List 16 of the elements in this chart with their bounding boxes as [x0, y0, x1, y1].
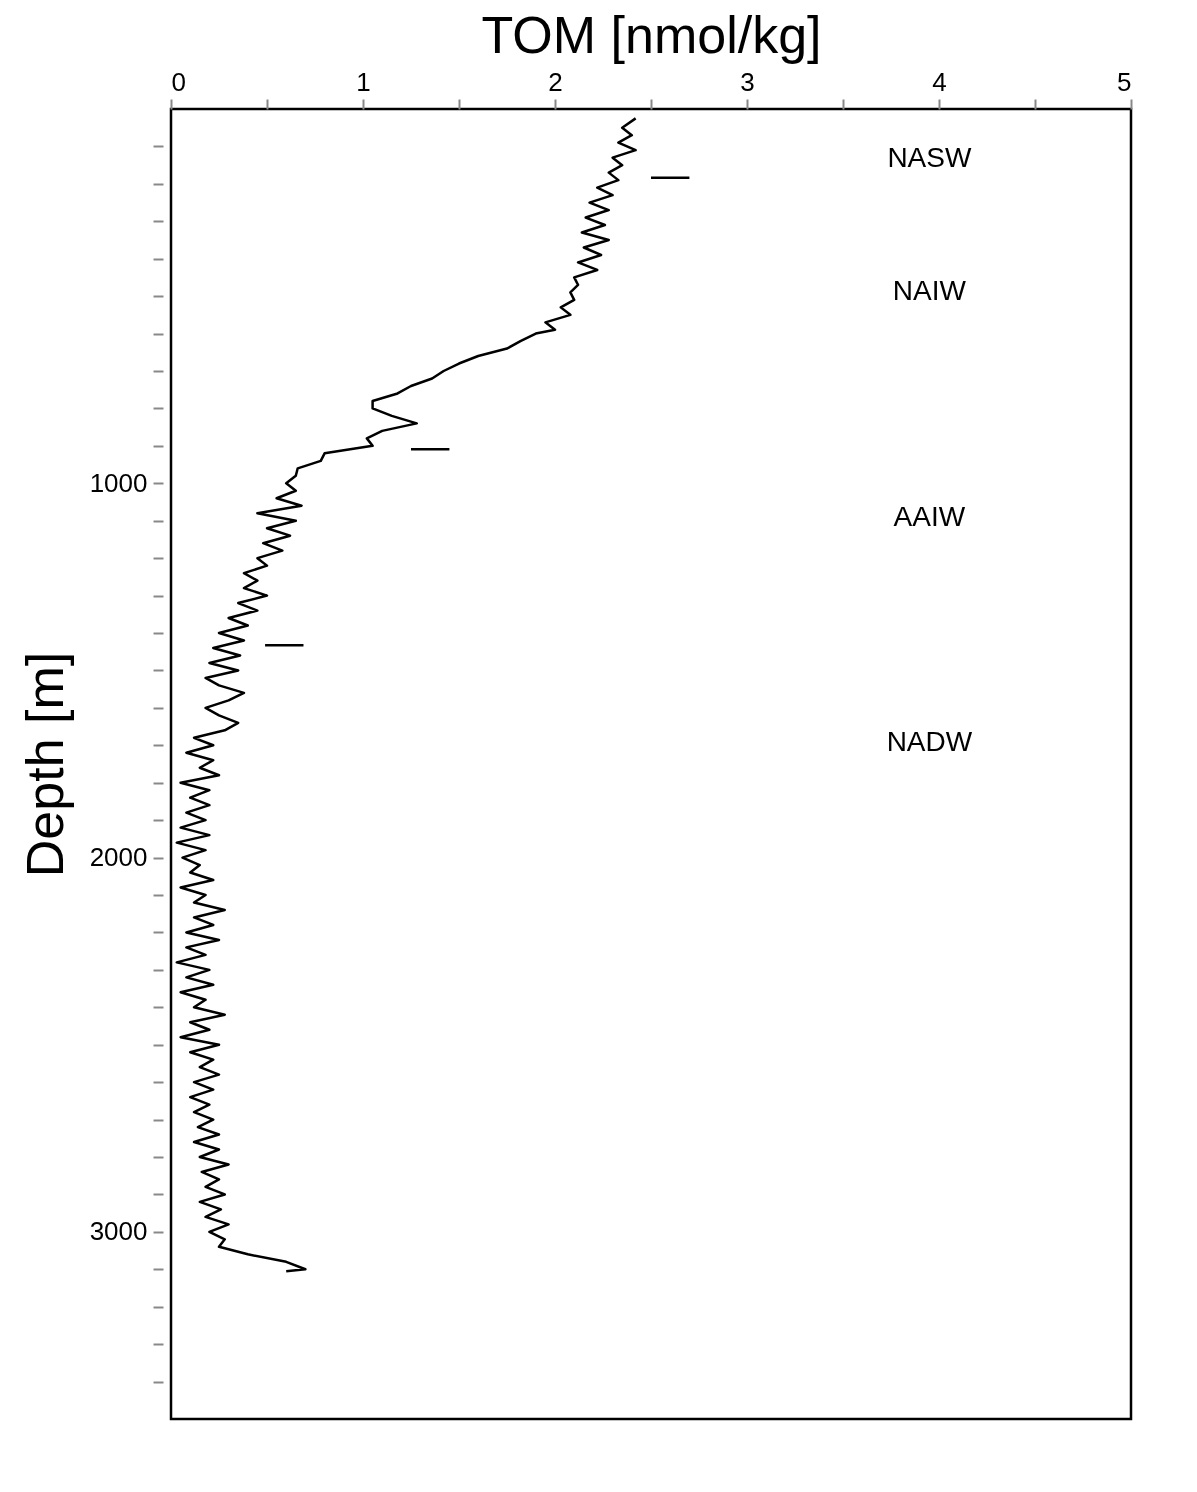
annotation: NAIW [892, 275, 967, 307]
annotation: NASW [887, 141, 972, 173]
x-tick-label: 1 [356, 66, 371, 97]
y-tick-label: 1000 [89, 467, 148, 498]
x-tick-label: 3 [740, 66, 755, 97]
x-tick-label: 4 [932, 66, 947, 97]
y-tick-label: 2000 [89, 842, 148, 873]
line-series [175, 117, 637, 1273]
y-axis-title: Depth [m] [15, 651, 74, 878]
annotation: AAIW [893, 500, 966, 532]
x-tick-label: 2 [548, 66, 563, 97]
x-tick-label: 5 [1117, 66, 1132, 97]
x-tick-label: 0 [171, 66, 186, 97]
annotation: NADW [886, 726, 973, 758]
x-axis-title: TOM [nmol/kg] [481, 5, 822, 64]
y-tick-label: 3000 [89, 1216, 148, 1247]
